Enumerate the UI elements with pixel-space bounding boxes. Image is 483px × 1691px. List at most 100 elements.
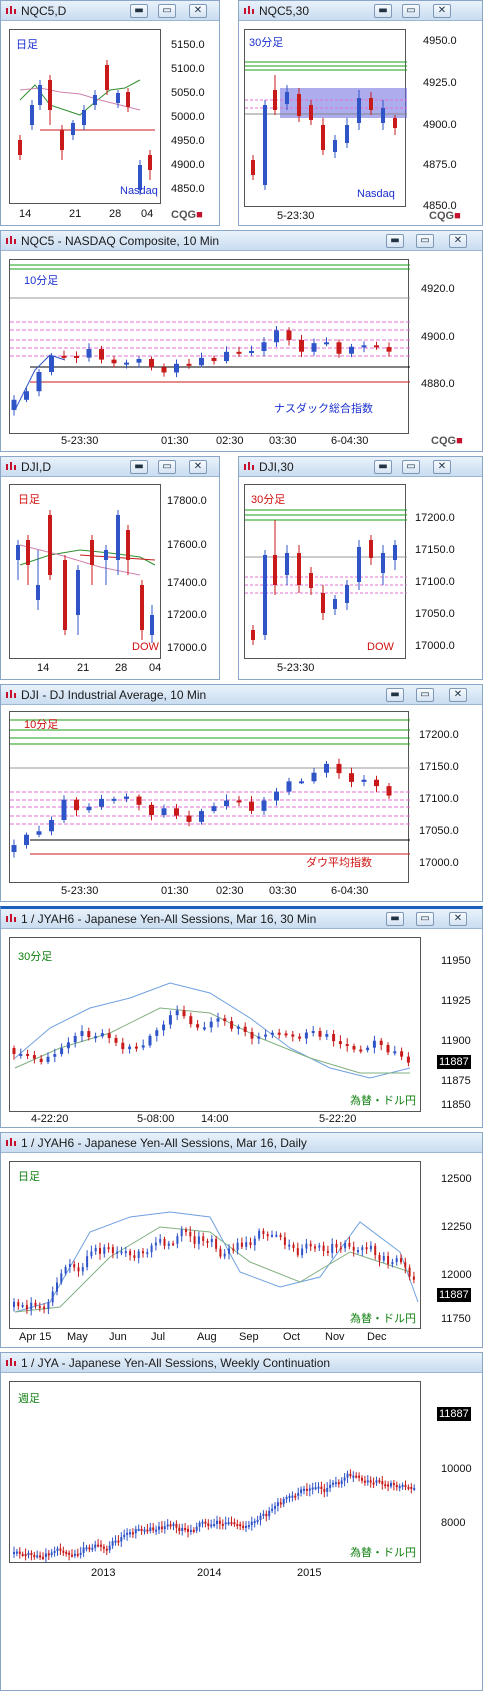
candle-body: [111, 359, 117, 364]
close-button[interactable]: ✕: [189, 460, 207, 474]
close-button[interactable]: ✕: [433, 460, 451, 474]
candle-body: [85, 1547, 88, 1550]
x-tick: 28: [109, 208, 122, 220]
plot-area[interactable]: 日足 Nasdaq: [9, 29, 161, 204]
close-button[interactable]: ✕: [449, 912, 467, 926]
close-button[interactable]: ✕: [449, 234, 467, 248]
restore-button[interactable]: ▭: [416, 234, 434, 248]
candle-body: [168, 1015, 172, 1025]
candle-body: [174, 808, 179, 816]
plot-area[interactable]: 日足 DOW: [9, 484, 161, 659]
instrument-label: 為替・ドル円: [350, 1313, 416, 1325]
candle-body: [180, 1229, 183, 1237]
candle-body: [239, 1524, 242, 1527]
last-price-marker: 11887: [437, 1407, 471, 1421]
y-tick: 4875.0: [423, 159, 457, 171]
candle-body: [46, 1056, 50, 1063]
close-button[interactable]: ✕: [189, 4, 207, 18]
candle-body: [393, 1051, 397, 1054]
candle-body: [189, 1529, 192, 1532]
minimize-button[interactable]: ▬: [130, 460, 148, 474]
titlebar[interactable]: NQC5,30 ▬ ▭ ✕: [239, 1, 482, 21]
titlebar[interactable]: DJI,30 ▬ ▭ ✕: [239, 457, 482, 477]
candle-body: [161, 367, 167, 373]
candle-body: [202, 1027, 206, 1030]
candle-body: [391, 1262, 394, 1265]
close-button[interactable]: ✕: [449, 688, 467, 702]
minimize-button[interactable]: ▬: [386, 688, 404, 702]
candle-body: [352, 1046, 356, 1050]
window-dji-daily: DJI,D ▬ ▭ ✕ 日足 DOW 17800.0 17600.0 17400…: [0, 456, 220, 680]
candle-body: [236, 1026, 240, 1029]
x-tick: 03:30: [269, 885, 297, 897]
candle-body: [88, 1547, 91, 1550]
titlebar[interactable]: 1 / JYA - Japanese Yen-All Sessions, Wee…: [1, 1353, 482, 1373]
restore-button[interactable]: ▭: [158, 460, 176, 474]
cqg-logo: CQG■: [429, 210, 461, 222]
candle-body: [163, 1526, 166, 1530]
candle-body: [207, 1523, 210, 1526]
restore-button[interactable]: ▭: [402, 460, 420, 474]
candle-body: [76, 1553, 79, 1556]
plot-area[interactable]: 10分足 ダウ平均指数: [9, 711, 410, 883]
timeframe-label: 10分足: [24, 275, 59, 287]
x-tick: 21: [77, 662, 90, 674]
candle-body: [340, 1480, 343, 1484]
restore-button[interactable]: ▭: [416, 912, 434, 926]
instrument-label: 為替・ドル円: [350, 1095, 416, 1107]
candle-body: [311, 772, 317, 782]
candle-body: [401, 1484, 404, 1487]
candle-body: [193, 1236, 196, 1244]
plot-area[interactable]: 日足 為替・ドル円: [9, 1161, 421, 1329]
restore-button[interactable]: ▭: [158, 4, 176, 18]
restore-button[interactable]: ▭: [416, 688, 434, 702]
minimize-button[interactable]: ▬: [386, 234, 404, 248]
candle-body: [324, 342, 329, 345]
y-tick: 17150.0: [419, 761, 459, 773]
candle-body: [325, 1034, 329, 1037]
candle-body: [400, 1051, 404, 1057]
y-tick: 4850.0: [423, 200, 457, 212]
x-tick: Apr 15: [19, 1331, 52, 1343]
candle-body: [384, 1484, 387, 1487]
candle-body: [236, 1524, 239, 1527]
candle-body: [408, 1267, 411, 1277]
close-button[interactable]: ✕: [433, 4, 451, 18]
minimize-button[interactable]: ▬: [130, 4, 148, 18]
plot-area[interactable]: 30分足 為替・ドル円: [9, 937, 421, 1112]
candle-body: [366, 1480, 369, 1483]
titlebar[interactable]: 1 / JYAH6 - Japanese Yen-All Sessions, M…: [1, 1133, 482, 1153]
restore-button[interactable]: ▭: [402, 4, 420, 18]
x-tick: 21: [69, 208, 82, 220]
minimize-button[interactable]: ▬: [374, 460, 392, 474]
plot-area[interactable]: 週足 為替・ドル円: [9, 1381, 421, 1563]
plot-area[interactable]: 30分足 Nasdaq: [244, 29, 407, 207]
plot-area[interactable]: 30分足 DOW: [244, 484, 407, 659]
titlebar[interactable]: NQC5 - NASDAQ Composite, 10 Min ▬ ▭ ✕: [1, 231, 482, 251]
candle-body: [382, 1255, 385, 1261]
candle-body: [99, 349, 104, 360]
candle-body: [123, 1534, 126, 1538]
x-tick: May: [67, 1331, 88, 1343]
candle-body: [25, 1304, 28, 1310]
titlebar[interactable]: DJI - DJ Industrial Average, 10 Min ▬ ▭ …: [1, 685, 482, 705]
minimize-button[interactable]: ▬: [386, 912, 404, 926]
plot-area[interactable]: 10分足 ナスダック総合指数: [9, 259, 410, 434]
minimize-button[interactable]: ▬: [374, 4, 392, 18]
candle-body: [386, 1045, 390, 1053]
candle-body: [185, 1229, 187, 1232]
window-title: NQC5 - NASDAQ Composite, 10 Min: [21, 234, 220, 248]
candle-body: [233, 1522, 236, 1525]
candle-body: [174, 363, 179, 373]
titlebar[interactable]: NQC5,D ▬ ▭ ✕: [1, 1, 219, 21]
titlebar[interactable]: DJI,D ▬ ▭ ✕: [1, 457, 219, 477]
y-tick: 17150.0: [415, 544, 455, 556]
titlebar[interactable]: 1 / JYAH6 - Japanese Yen-All Sessions, M…: [1, 909, 482, 929]
candle-body: [349, 1473, 352, 1477]
candle-body: [329, 1484, 332, 1488]
candle-body: [30, 1302, 33, 1310]
candle-body: [286, 781, 292, 792]
candle-body: [261, 342, 267, 351]
candle-body: [346, 1473, 349, 1478]
y-tick: 12250: [441, 1221, 472, 1233]
